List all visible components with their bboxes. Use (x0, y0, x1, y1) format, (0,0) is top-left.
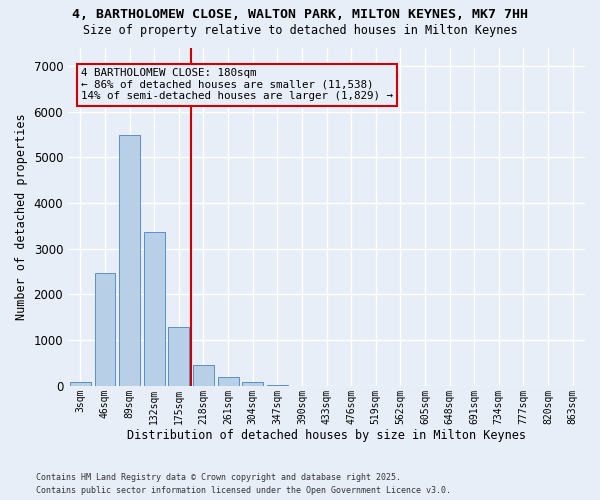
Bar (218, 378, 239, 386)
Bar (119, 136, 140, 386)
Text: 4 BARTHOLOMEW CLOSE: 180sqm
← 86% of detached houses are smaller (11,538)
14% of: 4 BARTHOLOMEW CLOSE: 180sqm ← 86% of det… (81, 68, 393, 102)
Bar (70, 382, 91, 386)
Text: Size of property relative to detached houses in Milton Keynes: Size of property relative to detached ho… (83, 24, 517, 37)
Bar (169, 327, 189, 386)
Text: 4, BARTHOLOMEW CLOSE, WALTON PARK, MILTON KEYNES, MK7 7HH: 4, BARTHOLOMEW CLOSE, WALTON PARK, MILTO… (72, 8, 528, 20)
Bar (144, 232, 164, 386)
Y-axis label: Number of detached properties: Number of detached properties (15, 114, 28, 320)
X-axis label: Distribution of detached houses by size in Milton Keynes: Distribution of detached houses by size … (127, 430, 526, 442)
Bar (267, 385, 288, 386)
Bar (193, 365, 214, 386)
Text: Contains public sector information licensed under the Open Government Licence v3: Contains public sector information licen… (36, 486, 451, 495)
Bar (242, 382, 263, 386)
Bar (95, 272, 115, 386)
Text: Contains HM Land Registry data © Crown copyright and database right 2025.: Contains HM Land Registry data © Crown c… (36, 472, 401, 482)
